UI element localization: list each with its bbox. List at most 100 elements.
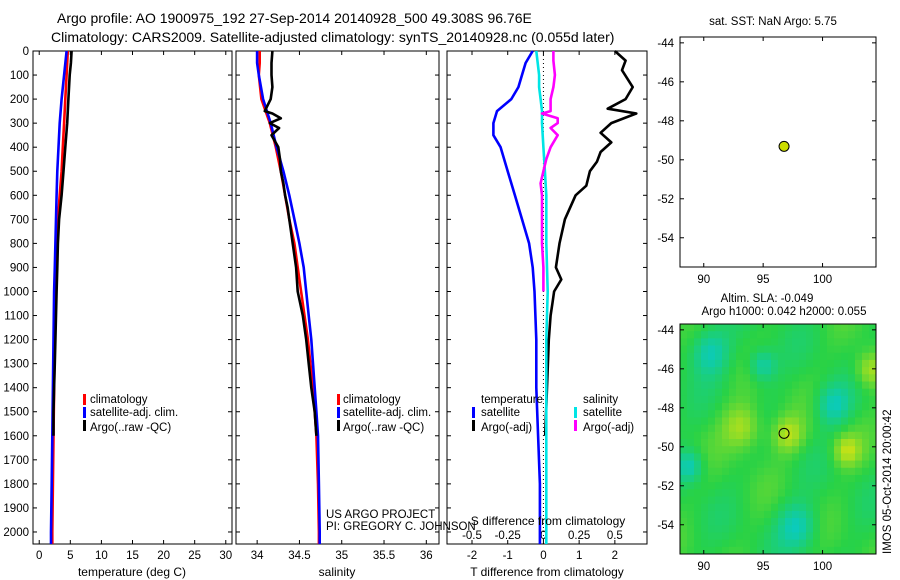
heatmap-cell bbox=[708, 381, 716, 390]
heatmap-cell bbox=[827, 510, 835, 519]
heatmap-cell bbox=[722, 446, 730, 454]
legend-label-satellite: satellite-adj. clim. bbox=[90, 407, 178, 419]
heatmap-cell bbox=[701, 453, 709, 461]
heatmap-cell bbox=[820, 410, 828, 418]
heatmap-cell bbox=[680, 403, 688, 411]
heatmap-cell bbox=[813, 324, 821, 332]
heatmap-cell bbox=[792, 453, 800, 461]
sst-map-title: sat. SST: NaN Argo: 5.75 bbox=[709, 16, 837, 28]
heatmap-cell bbox=[687, 546, 695, 555]
heatmap-cell bbox=[715, 510, 723, 519]
heatmap-cell bbox=[806, 388, 814, 397]
heatmap-cell bbox=[764, 474, 772, 483]
heatmap-cell bbox=[743, 431, 751, 440]
heatmap-cell bbox=[687, 474, 695, 483]
heatmap-cell bbox=[862, 381, 870, 390]
heatmap-cell bbox=[743, 367, 751, 375]
heatmap-cell bbox=[792, 474, 800, 483]
heatmap-cell bbox=[764, 453, 772, 461]
heatmap-cell bbox=[792, 439, 800, 447]
heatmap-cell bbox=[743, 410, 751, 418]
heatmap-cell bbox=[820, 503, 828, 512]
heatmap-cell bbox=[869, 453, 877, 461]
heatmap-cell bbox=[848, 546, 856, 555]
heatmap-cell bbox=[827, 338, 835, 346]
heatmap-cell bbox=[708, 518, 716, 526]
heatmap-cell bbox=[799, 532, 807, 541]
heatmap-cell bbox=[757, 446, 765, 454]
depth-tick-label: 700 bbox=[10, 214, 29, 226]
heatmap-cell bbox=[820, 403, 828, 411]
depth-tick-label: 2000 bbox=[3, 527, 29, 539]
heatmap-cell bbox=[869, 489, 877, 497]
heatmap-cell bbox=[848, 503, 856, 512]
heatmap-cell bbox=[743, 510, 751, 519]
heatmap-cell bbox=[687, 331, 695, 339]
heatmap-cell bbox=[743, 503, 751, 512]
heatmap-cell bbox=[855, 345, 863, 354]
heatmap-cell bbox=[799, 417, 807, 426]
legend-label-s-argo: Argo(-adj) bbox=[583, 422, 634, 434]
heatmap-cell bbox=[764, 324, 772, 332]
heatmap-cell bbox=[708, 367, 716, 375]
heatmap-cell bbox=[729, 439, 737, 447]
heatmap-cell bbox=[680, 539, 688, 548]
heatmap-cell bbox=[855, 417, 863, 426]
heatmap-cell bbox=[729, 474, 737, 483]
heatmap-cell bbox=[764, 525, 772, 533]
x-tick-label: 15 bbox=[126, 550, 139, 562]
heatmap-cell bbox=[820, 460, 828, 469]
heatmap-cell bbox=[701, 324, 709, 332]
heatmap-cell bbox=[799, 367, 807, 375]
heatmap-cell bbox=[694, 503, 702, 512]
heatmap-cell bbox=[813, 539, 821, 548]
heatmap-cell bbox=[680, 410, 688, 418]
heatmap-cell bbox=[869, 460, 877, 469]
heatmap-cell bbox=[750, 395, 758, 404]
heatmap-cell bbox=[750, 331, 758, 339]
heatmap-cell bbox=[722, 352, 730, 361]
heatmap-cell bbox=[806, 496, 814, 505]
heatmap-cell bbox=[729, 381, 737, 390]
heatmap-cell bbox=[820, 388, 828, 397]
heatmap-cell bbox=[764, 460, 772, 469]
heatmap-cell bbox=[834, 546, 842, 555]
heatmap-cell bbox=[757, 439, 765, 447]
heatmap-cell bbox=[736, 474, 744, 483]
heatmap-cell bbox=[813, 525, 821, 533]
heatmap-cell bbox=[694, 496, 702, 505]
heatmap-cell bbox=[729, 460, 737, 469]
project-annotation: US ARGO PROJECT bbox=[326, 509, 435, 521]
heatmap-cell bbox=[862, 424, 870, 433]
heatmap-cell bbox=[764, 539, 772, 548]
lat-tick-label: -54 bbox=[657, 520, 674, 532]
heatmap-cell bbox=[848, 439, 856, 447]
heatmap-cell bbox=[743, 439, 751, 447]
sla-map-title: Altim. SLA: -0.049 bbox=[721, 293, 814, 305]
heatmap-cell bbox=[841, 374, 849, 382]
heatmap-cell bbox=[736, 410, 744, 418]
heatmap-cell bbox=[757, 539, 765, 548]
heatmap-cell bbox=[757, 331, 765, 339]
heatmap-cell bbox=[715, 410, 723, 418]
heatmap-cell bbox=[750, 489, 758, 497]
heatmap-cell bbox=[715, 345, 723, 354]
heatmap-cell bbox=[722, 518, 730, 526]
legend-title-temperature: temperature bbox=[481, 394, 543, 406]
heatmap-cell bbox=[827, 374, 835, 382]
heatmap-cell bbox=[841, 453, 849, 461]
heatmap-cell bbox=[820, 395, 828, 404]
heatmap-cell bbox=[778, 503, 786, 512]
heatmap-cell bbox=[743, 467, 751, 476]
heatmap-cell bbox=[708, 453, 716, 461]
heatmap-cell bbox=[680, 546, 688, 555]
heatmap-cell bbox=[736, 431, 744, 440]
heatmap-cell bbox=[701, 410, 709, 418]
heatmap-cell bbox=[736, 345, 744, 354]
heatmap-cell bbox=[757, 395, 765, 404]
heatmap-cell bbox=[869, 359, 877, 368]
heatmap-cell bbox=[855, 403, 863, 411]
heatmap-cell bbox=[778, 525, 786, 533]
heatmap-cell bbox=[778, 324, 786, 332]
heatmap-cell bbox=[834, 474, 842, 483]
